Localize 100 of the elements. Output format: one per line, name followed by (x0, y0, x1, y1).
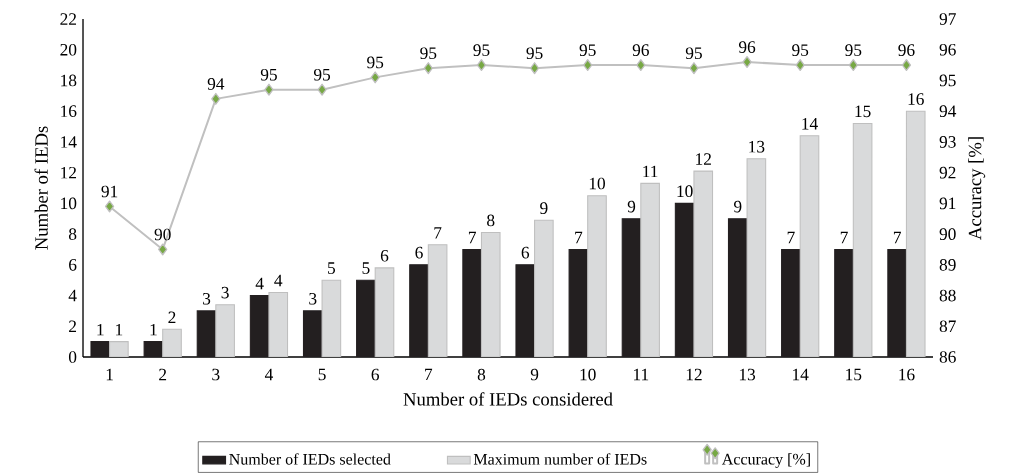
data-label: 14 (802, 118, 818, 130)
point (583, 59, 593, 72)
data-label: 11 (643, 165, 658, 178)
data-label: 15 (855, 105, 871, 118)
data-label: 3 (221, 286, 229, 299)
x-tick-label: 6 (371, 368, 380, 381)
data-label: 8 (487, 214, 495, 227)
y-tick-label: 2 (69, 320, 77, 332)
point (901, 59, 912, 72)
data-label: 10 (589, 177, 605, 190)
x-tick-label: 5 (318, 368, 326, 381)
x-tick-label: 2 (159, 368, 167, 381)
point (636, 59, 646, 72)
bar (568, 248, 589, 357)
data-label: 6 (521, 246, 530, 259)
y2-tick-label: 86 (939, 351, 956, 363)
data-label: 3 (309, 292, 317, 305)
bar (799, 135, 820, 357)
data-label: 2 (168, 311, 176, 324)
data-label: 1 (97, 323, 104, 336)
data-label: 4 (255, 277, 264, 290)
data-label: 95 (579, 44, 596, 56)
x-tick-label: 13 (739, 368, 756, 381)
x-tick-label: 4 (264, 368, 274, 381)
data-label: 90 (154, 228, 171, 241)
y2-tick-label: 97 (939, 13, 956, 25)
data-label: 10 (677, 185, 693, 198)
point (317, 83, 327, 96)
bar (781, 248, 801, 357)
data-label: 5 (362, 262, 370, 274)
y-tick-label: 18 (61, 74, 77, 87)
bar (90, 341, 111, 357)
x-tick-label: 8 (477, 368, 486, 381)
point (104, 200, 115, 213)
point (742, 56, 752, 69)
y2-tick-label: 96 (939, 43, 956, 56)
y-tick-label: 22 (60, 13, 77, 25)
data-label: 6 (380, 249, 389, 262)
y-tick-label: 4 (68, 289, 77, 302)
data-label: 94 (207, 78, 225, 90)
point (795, 59, 805, 72)
bar (515, 264, 536, 357)
bar (587, 195, 607, 357)
bar (249, 294, 270, 357)
point (476, 59, 487, 72)
bar (887, 248, 907, 357)
x-tick-label: 7 (425, 368, 433, 381)
y-tick-label: 14 (61, 136, 77, 148)
data-label: 16 (908, 93, 924, 105)
y2-tick-label: 93 (939, 136, 956, 148)
y2-tick-label: 88 (939, 289, 956, 302)
bar (143, 341, 164, 357)
data-label: 7 (468, 231, 476, 244)
y2-tick-label: 94 (939, 105, 957, 117)
bar (674, 202, 695, 357)
data-label: 7 (840, 231, 848, 244)
y2-tick-label: 87 (939, 320, 956, 333)
data-label: 91 (101, 185, 118, 198)
y2-tick-label: 91 (939, 197, 956, 210)
data-label: 95 (260, 68, 277, 81)
data-label: 95 (685, 47, 702, 60)
bar (727, 218, 748, 357)
point (689, 62, 699, 75)
bar (427, 244, 448, 357)
point (158, 243, 168, 256)
data-label: 96 (898, 44, 915, 56)
bar (480, 232, 501, 357)
point (211, 92, 221, 105)
data-label: 95 (792, 44, 809, 56)
y2-tick-label: 89 (939, 258, 956, 271)
data-label: 1 (116, 323, 123, 336)
y-tick-label: 12 (61, 166, 77, 179)
point (423, 62, 433, 75)
data-label: 95 (367, 56, 384, 69)
bar (621, 218, 642, 357)
data-label: 96 (738, 41, 756, 53)
y2-tick-label: 90 (939, 228, 956, 240)
data-label: 9 (627, 200, 636, 213)
data-label: 3 (203, 292, 211, 305)
y-tick-label: 20 (60, 43, 77, 56)
data-label: 5 (328, 262, 336, 274)
data-label: 9 (540, 202, 548, 214)
legend-label: Number of IEDs selected (229, 453, 391, 465)
x-tick-label: 12 (686, 368, 702, 381)
x-tick-label: 3 (212, 368, 220, 381)
data-label: 7 (893, 231, 901, 244)
bar (834, 248, 854, 357)
bar (196, 310, 217, 357)
data-label: 6 (415, 246, 423, 259)
point (264, 83, 274, 96)
point (848, 59, 858, 72)
bar (162, 328, 182, 357)
bar (746, 158, 767, 357)
y2-tick-label: 95 (939, 74, 956, 87)
y-tick-label: 16 (61, 105, 77, 117)
data-label: 7 (434, 227, 442, 239)
y-tick-label: 0 (68, 351, 77, 363)
x-tick-label: 9 (530, 368, 539, 381)
y-tick-label: 6 (69, 258, 77, 271)
y2-tick-label: 92 (939, 166, 956, 179)
